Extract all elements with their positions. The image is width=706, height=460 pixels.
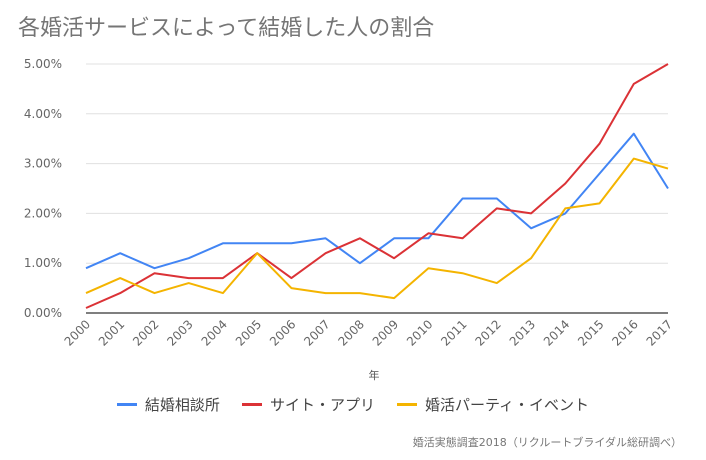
y-tick-label: 2.00% bbox=[24, 206, 62, 220]
y-axis-ticks: 0.00% 1.00% 2.00% 3.00% 4.00% 5.00% bbox=[24, 57, 62, 320]
x-tick-label: 2008 bbox=[336, 317, 367, 348]
x-tick-label: 2005 bbox=[233, 317, 264, 348]
series-line-2 bbox=[85, 157, 669, 300]
legend-label: 婚活パーティ・イベント bbox=[424, 396, 590, 414]
x-tick-label: 2011 bbox=[438, 317, 469, 348]
source-note: 婚活実態調査2018（リクルートブライダル総研調べ） bbox=[412, 436, 682, 449]
legend-label: サイト・アプリ bbox=[269, 396, 375, 414]
x-tick-label: 2003 bbox=[164, 317, 195, 348]
x-tick-label: 2007 bbox=[301, 317, 332, 348]
x-tick-label: 2015 bbox=[575, 317, 606, 348]
x-tick-label: 2002 bbox=[130, 317, 161, 348]
chart-title: 各婚活サービスによって結婚した人の割合 bbox=[18, 16, 435, 41]
x-tick-label: 2017 bbox=[644, 317, 675, 348]
x-tick-label: 2000 bbox=[62, 317, 93, 348]
y-tick-label: 0.00% bbox=[24, 306, 62, 320]
legend-label: 結婚相談所 bbox=[144, 396, 220, 414]
x-tick-label: 2010 bbox=[404, 317, 435, 348]
legend-swatch bbox=[396, 403, 417, 406]
x-tick-label: 2009 bbox=[370, 317, 401, 348]
legend-item: 結婚相談所 bbox=[116, 394, 220, 415]
series-line-1 bbox=[85, 63, 669, 309]
x-axis-label: 年 bbox=[369, 368, 380, 382]
x-axis-ticks: 2000 2001 2002 2003 2004 2005 2006 2007 2008 2009… bbox=[62, 317, 675, 348]
legend-swatch bbox=[116, 403, 137, 406]
legend-swatch bbox=[241, 403, 262, 406]
y-tick-label: 4.00% bbox=[24, 107, 62, 121]
x-tick-label: 2013 bbox=[507, 317, 538, 348]
x-tick-label: 2001 bbox=[96, 317, 127, 348]
y-tick-label: 1.00% bbox=[24, 256, 62, 270]
x-tick-label: 2004 bbox=[199, 317, 230, 348]
x-tick-label: 2006 bbox=[267, 317, 298, 348]
legend-item: 婚活パーティ・イベント bbox=[396, 394, 590, 415]
legend: 結婚相談所 サイト・アプリ 婚活パーティ・イベント bbox=[0, 394, 706, 415]
legend-item: サイト・アプリ bbox=[241, 394, 375, 415]
x-tick-label: 2014 bbox=[541, 317, 572, 348]
gridlines bbox=[86, 63, 668, 314]
y-tick-label: 5.00% bbox=[24, 57, 62, 71]
x-tick-label: 2016 bbox=[609, 317, 640, 348]
y-tick-label: 3.00% bbox=[24, 157, 62, 171]
series-lines bbox=[85, 63, 669, 309]
x-tick-label: 2012 bbox=[472, 317, 503, 348]
